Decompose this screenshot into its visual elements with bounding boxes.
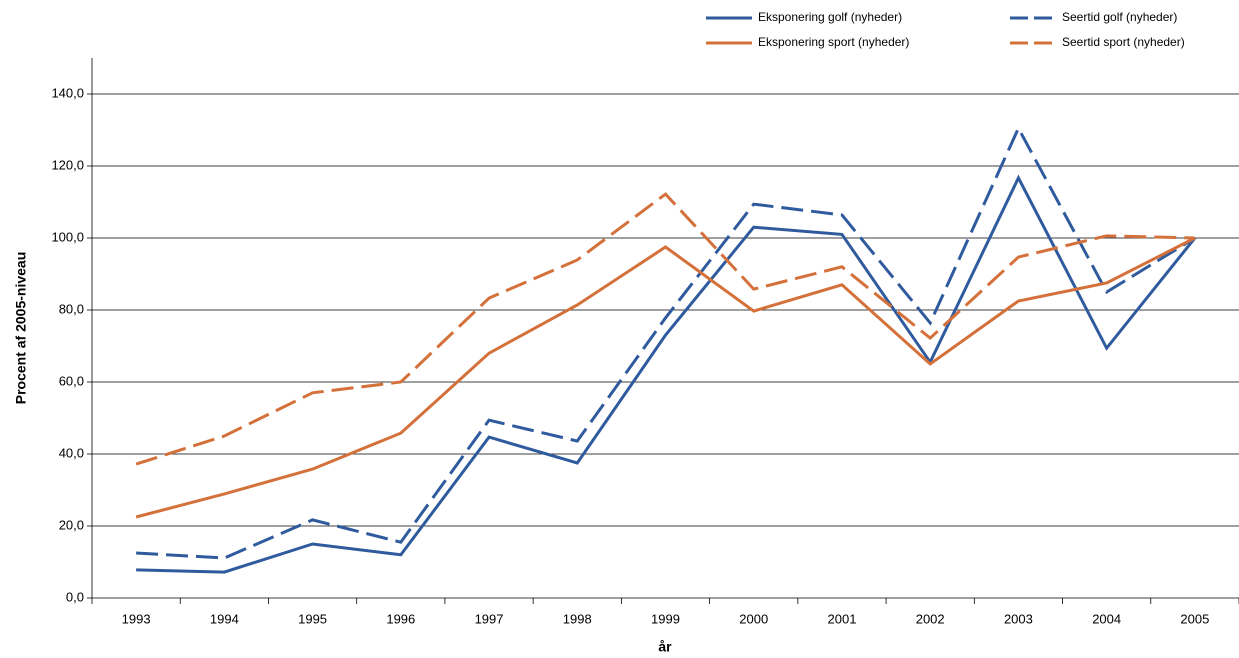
y-tick-label: 20,0 — [59, 517, 84, 532]
y-tick-label: 120,0 — [51, 157, 84, 172]
x-tick-label: 2005 — [1180, 611, 1209, 626]
y-axis-title: Procent af 2005-niveau — [13, 252, 29, 405]
y-tick-label: 40,0 — [59, 445, 84, 460]
y-tick-label: 80,0 — [59, 301, 84, 316]
x-tick-label: 1993 — [122, 611, 151, 626]
x-tick-label: 2000 — [739, 611, 768, 626]
y-tick-label: 140,0 — [51, 85, 84, 100]
x-tick-label: 1998 — [563, 611, 592, 626]
x-tick-label: 2001 — [828, 611, 857, 626]
series-line — [136, 124, 1196, 560]
legend-label: Seertid sport (nyheder) — [1062, 35, 1185, 49]
x-tick-label: 1997 — [475, 611, 504, 626]
y-tick-label: 60,0 — [59, 373, 84, 388]
x-tick-label: 2002 — [916, 611, 945, 626]
x-tick-label: 1995 — [298, 611, 327, 626]
x-axis-title: år — [658, 639, 672, 655]
series-line — [135, 192, 1195, 466]
x-tick-label: 2003 — [1004, 611, 1033, 626]
x-tick-label: 1994 — [210, 611, 239, 626]
legend-label: Eksponering sport (nyheder) — [758, 35, 909, 49]
x-tick-label: 1996 — [386, 611, 415, 626]
series-line — [135, 236, 1196, 519]
x-tick-label: 1999 — [651, 611, 680, 626]
y-tick-label: 0,0 — [66, 589, 84, 604]
x-tick-label: 2004 — [1092, 611, 1121, 626]
legend-label: Seertid golf (nyheder) — [1062, 10, 1177, 24]
series-line — [136, 174, 1197, 574]
y-tick-label: 100,0 — [51, 229, 84, 244]
legend-label: Eksponering golf (nyheder) — [758, 10, 902, 24]
